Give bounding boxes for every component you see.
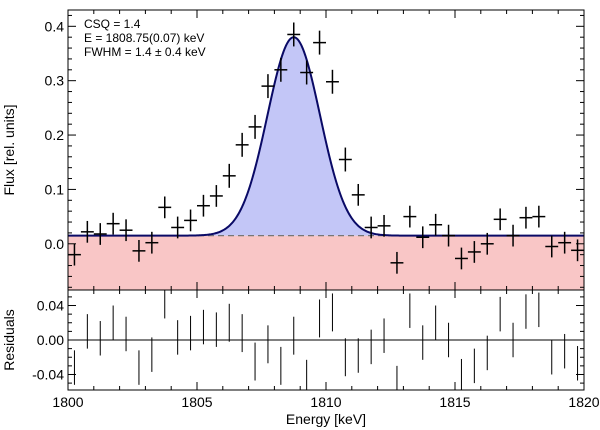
x-tick-label: 1820 — [568, 394, 599, 410]
background-fill — [68, 235, 584, 290]
data-point — [106, 212, 120, 235]
main-axis-ticks — [67, 10, 585, 290]
data-point — [313, 30, 326, 55]
data-point — [519, 206, 533, 229]
data-point — [506, 224, 520, 247]
annotation-fwhm: FWHM = 1.4 ± 0.4 keV — [84, 45, 206, 59]
data-point — [287, 22, 301, 47]
y-tick-label: 0.04 — [37, 298, 64, 314]
data-point — [545, 235, 559, 258]
residuals-panel: -0.04 0.00 0.04 Residuals — [1, 289, 585, 391]
data-point — [300, 60, 314, 85]
main-y-tick-labels: 0.0 0.1 0.2 0.3 0.4 — [45, 18, 65, 251]
x-tick-label: 1815 — [439, 394, 470, 410]
data-point — [93, 223, 107, 245]
y-tick-label: 0.2 — [45, 127, 65, 143]
data-point — [416, 226, 430, 249]
x-axis-label: Energy [keV] — [286, 411, 366, 427]
data-point — [493, 208, 507, 231]
fit-fill-area — [68, 37, 584, 236]
data-point — [209, 185, 223, 207]
data-point — [351, 183, 365, 206]
x-tick-label: 1800 — [52, 394, 83, 410]
y-tick-label: 0.0 — [45, 236, 65, 252]
data-point — [184, 209, 197, 232]
data-point — [171, 216, 185, 239]
data-point — [403, 205, 417, 228]
fit-curve — [68, 36, 584, 237]
residuals-y-tick-labels: -0.04 0.00 0.04 — [32, 298, 64, 383]
data-point — [222, 163, 236, 188]
data-point — [197, 194, 210, 217]
data-point — [274, 57, 288, 82]
y-tick-label: 0.3 — [45, 73, 65, 89]
y-tick-label: 0.1 — [45, 181, 65, 197]
residuals-axis-ticks — [67, 290, 585, 390]
data-point — [390, 251, 404, 274]
data-point — [235, 132, 249, 157]
data-point — [571, 239, 584, 262]
residuals-y-axis-label: Residuals — [1, 309, 17, 370]
data-point — [119, 219, 133, 242]
main-panel: 0.0 0.1 0.2 0.3 0.4 Flux [rel. units] CSQ = … — [1, 9, 585, 291]
x-tick-labels: 1800 1805 1810 1815 1820 — [52, 394, 599, 410]
main-data-points — [68, 22, 584, 274]
data-point — [145, 231, 159, 254]
x-tick-label: 1810 — [310, 394, 341, 410]
data-point — [158, 196, 172, 219]
annotation-csq: CSQ = 1.4 — [84, 17, 141, 31]
data-point — [480, 232, 494, 255]
residual-data-points — [73, 290, 579, 390]
data-point — [364, 216, 378, 239]
data-point — [467, 241, 481, 263]
y-tick-label: 0.00 — [37, 332, 64, 348]
data-point — [248, 114, 262, 139]
y-tick-label: 0.4 — [45, 18, 65, 34]
data-point — [338, 147, 352, 172]
data-point — [132, 239, 146, 262]
data-point — [326, 69, 339, 94]
main-y-axis-label: Flux [rel. units] — [1, 104, 17, 195]
data-point — [558, 231, 572, 254]
data-point — [377, 214, 391, 237]
data-point — [455, 247, 468, 270]
data-point — [429, 213, 443, 236]
data-point — [532, 205, 546, 228]
x-tick-label: 1805 — [181, 394, 212, 410]
y-tick-label: -0.04 — [32, 366, 64, 382]
annotation-energy: E = 1808.75(0.07) keV — [84, 31, 204, 45]
data-point — [442, 224, 455, 247]
data-point — [261, 74, 275, 99]
data-point — [80, 220, 94, 243]
